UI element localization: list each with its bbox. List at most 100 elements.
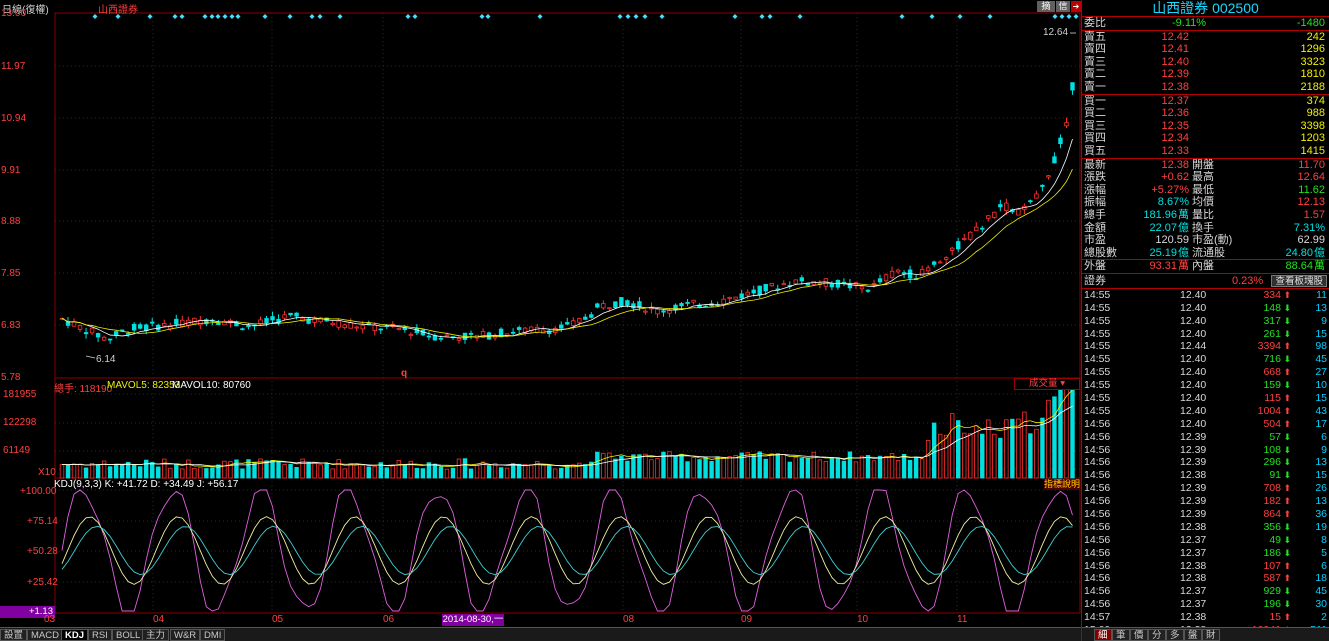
volume-bar: [1052, 396, 1057, 479]
tab-boll[interactable]: BOLL: [112, 629, 145, 641]
tab-wr[interactable]: W&R: [170, 629, 201, 641]
tick-time: 14:55: [1084, 366, 1111, 379]
view-sector-stocks-button[interactable]: 查看板塊股: [1271, 274, 1327, 287]
candle-body: [667, 309, 672, 314]
volume-bar: [486, 465, 492, 479]
candle-body: [781, 283, 786, 286]
candle-body: [348, 322, 353, 329]
volume-bar: [655, 458, 660, 479]
candle-body: [354, 326, 359, 329]
candle-body: [949, 247, 955, 251]
exit-icon[interactable]: ➔: [1071, 1, 1081, 12]
candle-body: [871, 283, 877, 285]
candle-body: [619, 297, 624, 307]
tick-count: 10: [1315, 379, 1327, 392]
kdj-pane-frame: [54, 477, 1081, 614]
volume-bar: [270, 460, 275, 479]
volume-bar: [619, 455, 624, 479]
candle-body: [342, 324, 347, 329]
tab-multi[interactable]: 多: [1166, 629, 1184, 641]
tab-minute[interactable]: 分: [1148, 629, 1166, 641]
indicator-help-button[interactable]: 指標說明: [1044, 479, 1081, 490]
volume-bar: [968, 433, 973, 479]
candle-body: [282, 314, 287, 319]
weibi-pct: -9.11%: [1172, 17, 1207, 29]
price-axis-label: 10.94: [1, 113, 27, 124]
tab-macd[interactable]: MACD: [27, 629, 63, 641]
arrow-up-icon: ⬆: [1283, 483, 1291, 494]
mavol10-line: [61, 405, 1073, 467]
candle-body: [625, 300, 630, 306]
tab-dmi[interactable]: DMI: [200, 629, 226, 641]
volume-bar: [835, 457, 841, 479]
chart-mode-label[interactable]: 日線(復權): [2, 5, 49, 16]
volume-bar: [414, 467, 420, 479]
stat-row: 最新 12.38 開盤 11.70: [1084, 158, 1325, 171]
arrow-up-icon: ⬆: [1283, 405, 1291, 416]
arrow-down-icon: ⬇: [1283, 457, 1291, 468]
date-axis-label: 10: [857, 614, 869, 625]
tab-settings[interactable]: 設置: [0, 629, 28, 641]
arrow-up-icon: ⬆: [1283, 418, 1291, 429]
volume-bar: [83, 467, 89, 479]
candle-body: [607, 307, 612, 310]
volume-bar: [125, 461, 131, 479]
tab-order[interactable]: 盤: [1184, 629, 1202, 641]
event-diamond-icon: [262, 14, 268, 19]
tick-time: 14:56: [1084, 456, 1111, 469]
volume-bar: [841, 460, 847, 479]
tab-finance[interactable]: 財: [1202, 629, 1220, 641]
volume-bar: [438, 466, 444, 479]
candle-body: [1058, 137, 1063, 145]
event-diamond-icon: [222, 14, 228, 19]
candle-body: [721, 298, 726, 305]
volume-bar: [986, 419, 991, 479]
candle-body: [270, 316, 275, 321]
chart-area[interactable]: 日線(復權) 山西證券 摘 信息 ➔ 12.64 6.14 q 13.00 11…: [0, 0, 1081, 637]
candle-body: [468, 332, 474, 335]
excerpt-button[interactable]: 摘: [1037, 1, 1055, 12]
candle-body: [998, 204, 1003, 208]
chart-canvas[interactable]: [0, 0, 1081, 627]
tab-price[interactable]: 價: [1130, 629, 1148, 641]
volume-indicator-select[interactable]: 成交量 ▾: [1014, 378, 1080, 390]
tick-count: 8: [1321, 533, 1327, 546]
tab-rsi[interactable]: RSI: [88, 629, 112, 641]
candle-body: [107, 338, 113, 341]
volume-bar: [342, 468, 347, 479]
volume-bar: [571, 464, 576, 479]
volume-bar: [204, 468, 209, 479]
price-axis-label: 8.88: [1, 216, 21, 227]
volume-bar: [739, 452, 744, 479]
volume-bar: [775, 453, 780, 479]
volume-bar: [504, 467, 510, 479]
candle-body: [119, 329, 125, 332]
date-axis-label: 05: [272, 614, 284, 625]
date-axis-label: 04: [153, 614, 165, 625]
tick-count: 9: [1321, 314, 1327, 327]
candle-body: [655, 308, 660, 315]
tick-price: 12.39: [1180, 430, 1207, 443]
volume-bar: [462, 458, 468, 479]
tick-volume: 49: [1269, 533, 1281, 546]
tab-trades[interactable]: 筆: [1112, 629, 1130, 641]
arrow-up-icon: ⬆: [1283, 573, 1291, 584]
info-button[interactable]: 信息: [1056, 1, 1070, 12]
candle-body: [931, 261, 937, 265]
tick-list[interactable]: 14:55 12.40 334 ⬆ 11 14:55 12.40 148 ⬇ 13 14:55 12.…: [1082, 289, 1329, 637]
tick-count: 18: [1315, 572, 1327, 585]
volume-bar: [234, 459, 239, 479]
mavol5-label: MAVOL5: 82353: [107, 380, 181, 391]
tab-kdj[interactable]: KDJ: [61, 629, 89, 641]
tab-detail[interactable]: 細: [1094, 629, 1112, 641]
tab-main-force[interactable]: 主力: [142, 629, 170, 641]
tick-volume: 182: [1263, 495, 1281, 508]
tick-volume: 91: [1269, 469, 1281, 482]
candle-body: [889, 270, 895, 278]
volume-bar: [348, 463, 353, 479]
candle-body: [1016, 209, 1021, 216]
tick-row: 14:55 12.40 148 ⬇ 13: [1082, 302, 1329, 315]
volume-bar: [751, 454, 756, 479]
volume-bar: [895, 459, 901, 479]
